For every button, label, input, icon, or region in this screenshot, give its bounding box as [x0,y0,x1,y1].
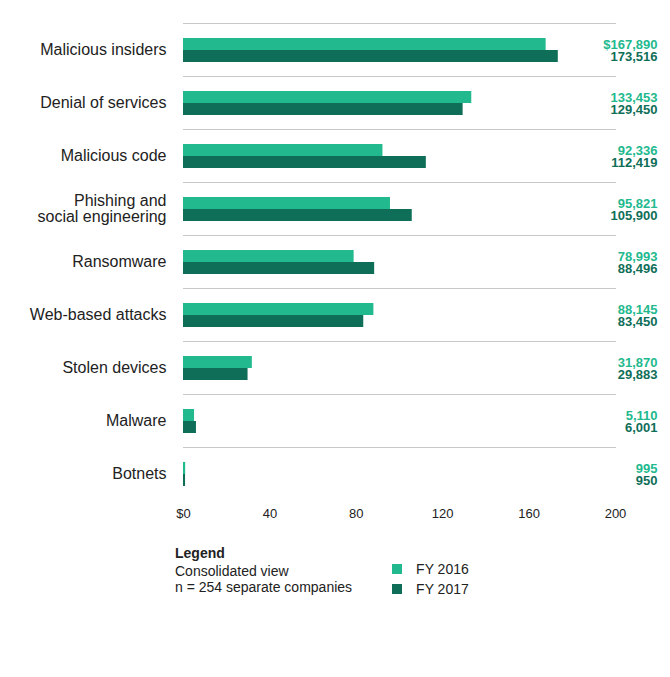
svg-text:Ransomware: Ransomware [72,253,166,270]
svg-text:112,419: 112,419 [611,155,657,170]
svg-text:Stolen devices: Stolen devices [62,359,166,376]
svg-text:95,821: 95,821 [617,195,658,211]
svg-text:Botnets: Botnets [112,465,166,482]
svg-text:160: 160 [518,506,540,521]
svg-text:5,110: 5,110 [625,407,658,423]
svg-text:173,516: 173,516 [611,49,658,64]
html-text:FY 2016: FY 2016 [416,561,469,577]
svg-text:6,001: 6,001 [625,420,658,435]
svg-text:995: 995 [635,460,658,476]
svg-text:Phishing andsocial engineering: Phishing andsocial engineering [38,192,167,225]
html-text:FY 2017: FY 2017 [416,581,469,597]
svg-text:88,145: 88,145 [617,301,658,317]
svg-text:Malicious insiders: Malicious insiders [40,41,166,58]
svg-text:31,870: 31,870 [617,354,658,370]
svg-text:78,993: 78,993 [617,248,658,264]
html-text:n = 254 separate companies: n = 254 separate companies [175,579,353,595]
svg-text:29,883: 29,883 [618,367,658,382]
svg-text:92,336: 92,336 [617,142,658,158]
svg-text:$167,890: $167,890 [603,36,658,52]
svg-text:129,450: 129,450 [611,102,658,117]
svg-text:Malware: Malware [106,412,167,429]
svg-text:Web-based attacks: Web-based attacks [30,306,167,323]
svg-text:120: 120 [432,506,454,521]
svg-text:$0: $0 [176,506,190,521]
svg-text:80: 80 [349,506,363,521]
svg-text:Denial of services: Denial of services [40,94,166,111]
svg-text:105,900: 105,900 [611,208,658,223]
html-text:Legend: Legend [175,545,225,561]
svg-text:Malicious code: Malicious code [61,147,167,164]
html-text:Consolidated view: Consolidated view [175,563,289,579]
svg-text:40: 40 [263,506,277,521]
svg-text:950: 950 [636,473,658,488]
svg-text:133,453: 133,453 [610,89,658,105]
svg-text:88,496: 88,496 [618,261,658,276]
svg-text:200: 200 [605,506,627,521]
svg-text:83,450: 83,450 [618,314,658,329]
